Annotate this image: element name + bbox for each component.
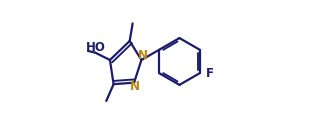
Text: HO: HO — [86, 41, 106, 54]
Text: N: N — [138, 49, 148, 62]
Text: N: N — [129, 80, 139, 93]
Text: F: F — [206, 67, 214, 80]
